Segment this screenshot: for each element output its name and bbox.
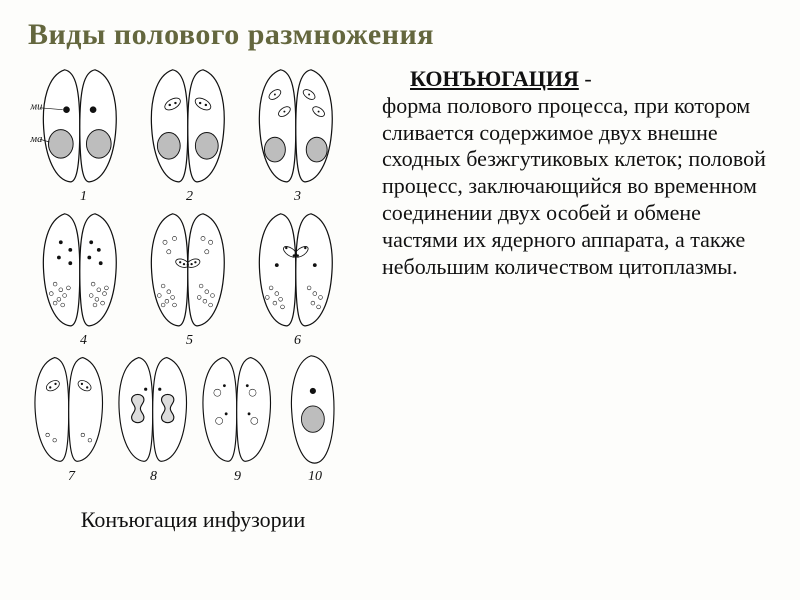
text-column: КОНЪЮГАЦИЯ - форма полового процесса, пр…	[382, 60, 772, 281]
term: КОНЪЮГАЦИЯ	[410, 66, 579, 91]
content-row: ми ма 1 2	[28, 60, 772, 533]
stage-num-10: 10	[308, 469, 322, 484]
definition-text: форма полового процесса, при котором сли…	[382, 93, 772, 281]
stage-num-4: 4	[80, 333, 87, 348]
stage-num-3: 3	[293, 189, 301, 204]
term-dash: -	[579, 66, 592, 91]
stage-num-8: 8	[150, 469, 157, 484]
stage-num-5: 5	[186, 333, 193, 348]
stage-num-7: 7	[68, 469, 76, 484]
stage-num-1: 1	[80, 189, 87, 204]
label-mi: ми	[29, 102, 42, 113]
stage-num-2: 2	[186, 189, 193, 204]
diagram-caption: Конъюгация инфузории	[28, 507, 358, 533]
stage-num-9: 9	[234, 469, 241, 484]
stage-num-6: 6	[294, 333, 301, 348]
diagram-column: ми ма 1 2	[28, 60, 358, 533]
page-title: Виды полового размножения	[28, 18, 772, 52]
conjugation-diagram: ми ма 1 2	[28, 60, 358, 490]
